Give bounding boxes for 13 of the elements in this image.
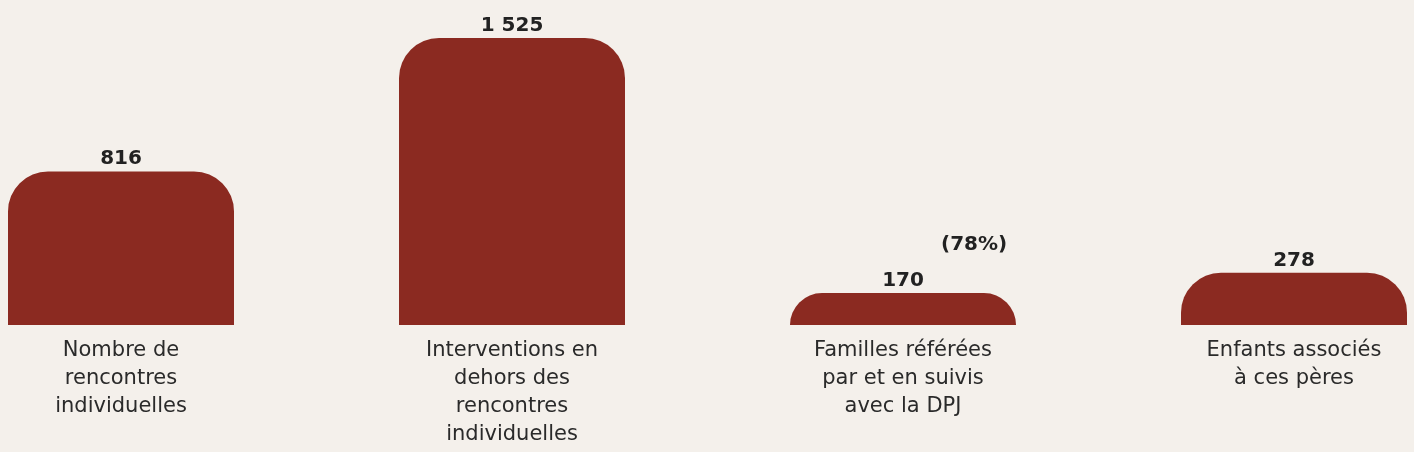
- x-tick-label: Enfants associés à ces pères: [1206, 337, 1382, 389]
- data-label: 1 525: [480, 12, 544, 36]
- bar: [1181, 272, 1407, 325]
- x-tick-label: Interventions en dehors des rencontres individuelles: [425, 337, 599, 445]
- bar: [8, 171, 234, 325]
- bar: [790, 293, 1016, 325]
- annotation: (78%): [941, 231, 1008, 256]
- data-label: 816: [100, 145, 142, 170]
- bar: [399, 38, 625, 325]
- x-tick-label: Familles référées par et en suivis avec la DPJ: [814, 337, 992, 417]
- data-label: 170: [882, 267, 924, 292]
- x-tick-label: Nombre de rencontres individuelles: [55, 337, 187, 417]
- data-label: 278: [1273, 246, 1315, 271]
